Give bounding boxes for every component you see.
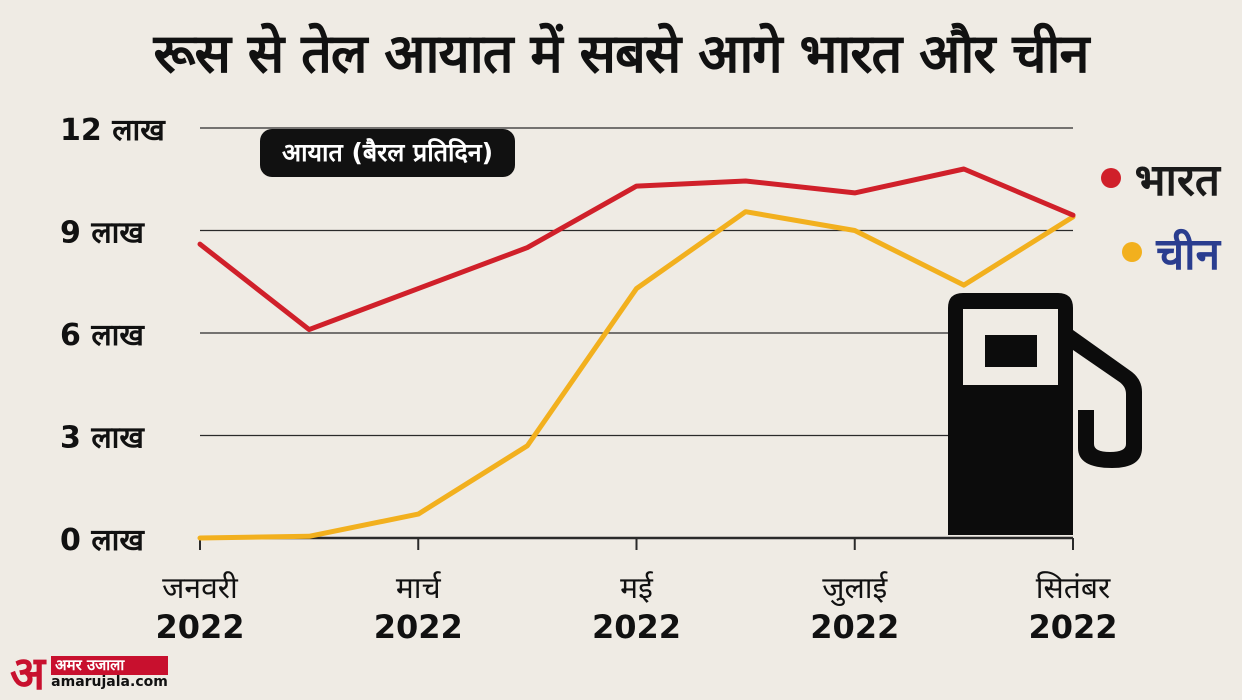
x-tick-month: जनवरी [162, 571, 239, 606]
x-tick-year: 2022 [592, 608, 681, 646]
x-tick-month: मार्च [396, 571, 442, 606]
y-tick-label: 6 लाख [60, 318, 145, 353]
series-lines [197, 166, 1076, 541]
grid-lines [199, 127, 1074, 550]
legend-marker-india [1100, 168, 1121, 188]
unit-badge: आयात (बैरल प्रतिदिन) [260, 129, 516, 177]
legend-marker-china [1122, 242, 1143, 262]
chart-title: रूस से तेल आयात में सबसे आगे भारत और चीन [153, 22, 1090, 85]
x-axis-labels: जनवरी2022मार्च2022मई2022जुलाई2022सितंबर2… [155, 571, 1117, 646]
x-tick-month: सितंबर [1036, 571, 1111, 606]
x-tick-year: 2022 [374, 608, 463, 646]
x-tick-month: मई [620, 571, 654, 606]
brand-logo: अ अमर उजाला amarujala.com [10, 650, 168, 696]
y-axis-labels: 0 लाख 3 लाख 6 लाख 9 लाख 12 लाख [60, 113, 166, 558]
x-tick-year: 2022 [1028, 608, 1117, 646]
x-tick-month: जुलाई [822, 571, 888, 607]
logo-mark: अ [10, 646, 46, 700]
legend-label-india: भारत [1134, 155, 1220, 206]
x-tick-year: 2022 [155, 608, 244, 646]
logo-text: अमर उजाला amarujala.com [51, 656, 168, 690]
logo-url: amarujala.com [51, 673, 168, 690]
y-tick-label: 0 लाख [60, 523, 145, 558]
series-line-india [197, 166, 1076, 333]
legend-label-china: चीन [1156, 229, 1220, 280]
y-tick-label: 3 लाख [60, 421, 145, 456]
x-tick-year: 2022 [810, 608, 899, 646]
series-line-china [197, 209, 1076, 541]
logo-name: अमर उजाला [51, 656, 168, 675]
y-tick-label: 12 लाख [60, 113, 166, 148]
legend-item-china: चीन [1122, 222, 1220, 282]
y-tick-label: 9 लाख [60, 216, 145, 251]
fuel-pump-icon [948, 293, 1142, 535]
legend-item-india: भारत [1100, 148, 1220, 208]
